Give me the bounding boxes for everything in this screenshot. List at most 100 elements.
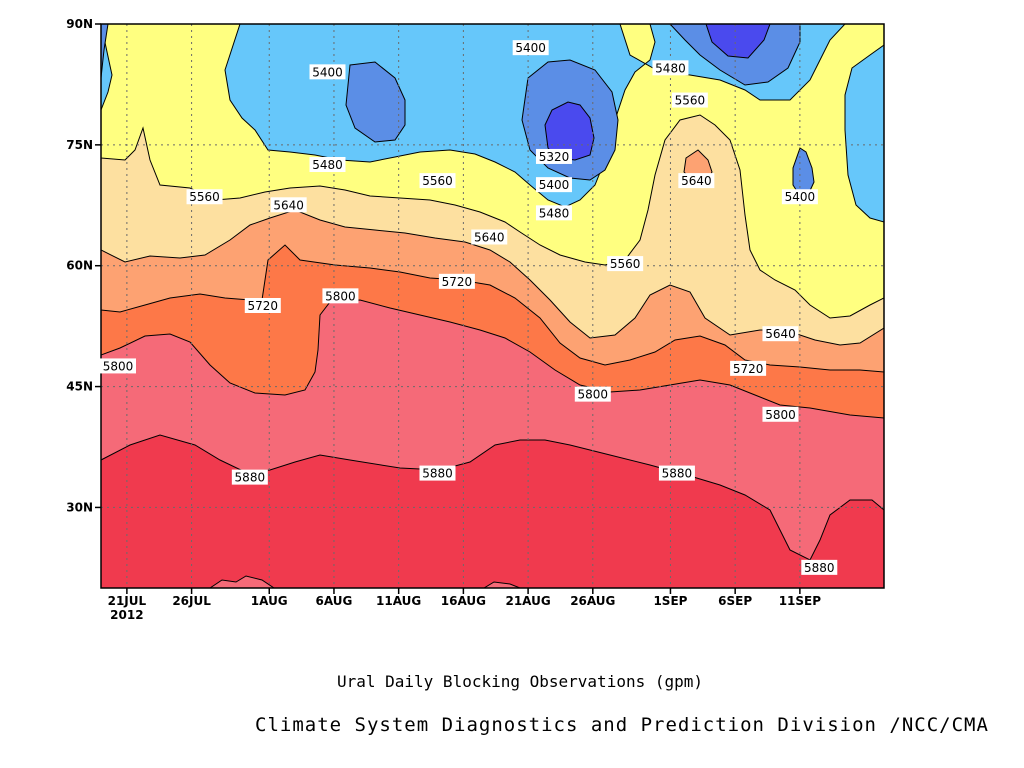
- band-5320: [101, 24, 109, 79]
- contour-label-text: 5560: [422, 174, 453, 188]
- contour-label: 5400: [512, 40, 549, 56]
- contour-label-text: 5560: [610, 257, 641, 271]
- contour-label-box: [438, 273, 475, 289]
- contour-label-text: 5800: [578, 388, 609, 402]
- contour-label-box: [607, 256, 644, 272]
- contour-label-text: 5720: [248, 299, 279, 313]
- contour-label: 5320: [535, 148, 572, 164]
- contour-label: 5400: [781, 189, 818, 205]
- contour-label-box: [658, 465, 695, 481]
- contour-label: 5880: [801, 559, 838, 575]
- y-tick-label: 60N: [66, 259, 93, 273]
- x-tick-label: 1SEP: [653, 594, 687, 608]
- contour-label-box: [231, 469, 268, 485]
- contour-label-text: 5880: [235, 471, 266, 485]
- contour-label-text: 5800: [325, 289, 356, 303]
- contour-fills: [101, 24, 884, 588]
- contour-label-box: [535, 148, 572, 164]
- contour-label: 5400: [309, 64, 346, 80]
- contour-label: 5800: [100, 358, 136, 374]
- contour-label-text: 5400: [312, 65, 343, 79]
- contour-label-text: 5480: [539, 206, 570, 220]
- plot-frame: [100, 23, 885, 589]
- contour-label-text: 5640: [765, 327, 796, 341]
- contour-label-box: [512, 40, 549, 56]
- contour-label: 5480: [535, 205, 572, 221]
- contour-label-text: 5400: [785, 190, 816, 204]
- x-tick-label: 11AUG: [376, 594, 421, 608]
- contour-label-box: [186, 189, 223, 205]
- contour-label: 5640: [471, 229, 508, 245]
- contour-label: 5720: [438, 273, 475, 289]
- contour-label: 5480: [652, 60, 689, 76]
- x-tick-label: 21AUG: [505, 594, 550, 608]
- contour-label-box: [671, 92, 708, 108]
- contour-label-box: [309, 157, 346, 172]
- contour-label: 5640: [762, 326, 799, 342]
- contour-label-box: [309, 64, 346, 80]
- x-tick-label: 11SEP: [779, 594, 822, 608]
- y-tick-label: 45N: [66, 380, 93, 394]
- contour-label-box: [801, 559, 838, 575]
- band-lt5320: [705, 24, 771, 59]
- contour-label: 5640: [678, 173, 715, 189]
- credit-text: Climate System Diagnostics and Predictio…: [255, 714, 989, 736]
- contour-label-box: [419, 465, 456, 481]
- contour-label-text: 5720: [442, 275, 473, 289]
- contour-label-text: 5880: [662, 467, 693, 481]
- contour-label: 5720: [244, 298, 281, 313]
- contour-label-text: 5480: [312, 158, 343, 172]
- contour-label: 5560: [671, 92, 708, 108]
- y-tick-label: 75N: [66, 138, 93, 152]
- contour-label-text: 5400: [515, 41, 546, 55]
- contour-label: 5720: [730, 360, 767, 376]
- contour-label-text: 5800: [103, 359, 134, 373]
- contour-label-text: 5400: [539, 178, 570, 192]
- y-tick-label: 30N: [66, 500, 93, 514]
- y-tick-label: 90N: [66, 17, 93, 31]
- contour-label: 5480: [309, 157, 346, 172]
- contour-label-box: [678, 173, 715, 189]
- band-5800-pocket: [209, 575, 275, 588]
- contour-label-text: 5320: [539, 150, 570, 164]
- contour-label-box: [574, 386, 611, 402]
- contour-label: 5640: [270, 197, 307, 213]
- x-tick-label: 26JUL: [172, 594, 211, 608]
- contour-label-text: 5880: [422, 467, 453, 481]
- contour-label-text: 5640: [273, 198, 304, 212]
- contour-label-box: [762, 326, 799, 342]
- contour-label: 5880: [231, 469, 268, 485]
- contour-label-text: 5880: [804, 561, 835, 575]
- contour-label-text: 5640: [681, 174, 712, 188]
- contour-label: 5800: [762, 406, 799, 422]
- x-tick-label: 26AUG: [570, 594, 615, 608]
- contour-label-box: [535, 177, 572, 193]
- contour-label-box: [762, 406, 799, 422]
- contour-label: 5880: [658, 465, 695, 481]
- contour-label-box: [270, 197, 307, 213]
- x-tick-label: 6SEP: [718, 594, 752, 608]
- contour-label-text: 5800: [765, 408, 796, 422]
- contour-label-box: [781, 189, 818, 205]
- contour-label-text: 5720: [733, 362, 764, 376]
- x-tick-label: 16AUG: [441, 594, 486, 608]
- x-tick-year-label: 2012: [110, 608, 143, 622]
- contour-label-box: [535, 205, 572, 221]
- contour-label-box: [652, 60, 689, 76]
- contour-label-box: [244, 298, 281, 313]
- contour-label: 5560: [419, 173, 456, 189]
- x-tick-label: 6AUG: [316, 594, 353, 608]
- contour-label-box: [322, 288, 359, 304]
- contour-label: 5800: [574, 386, 611, 402]
- contour-label: 5880: [419, 465, 456, 481]
- contour-label-box: [419, 173, 456, 189]
- contour-label: 5560: [186, 189, 223, 205]
- contour-label-text: 5560: [675, 94, 706, 108]
- contour-labels: 5400 5400 5480 5560 5320 5480 5560 5400 5640 5400…: [100, 40, 838, 575]
- contour-label-text: 5560: [189, 190, 220, 204]
- contour-label-box: [471, 229, 508, 245]
- contour-label: 5400: [535, 177, 572, 193]
- x-tick-label: 21JUL: [108, 594, 147, 608]
